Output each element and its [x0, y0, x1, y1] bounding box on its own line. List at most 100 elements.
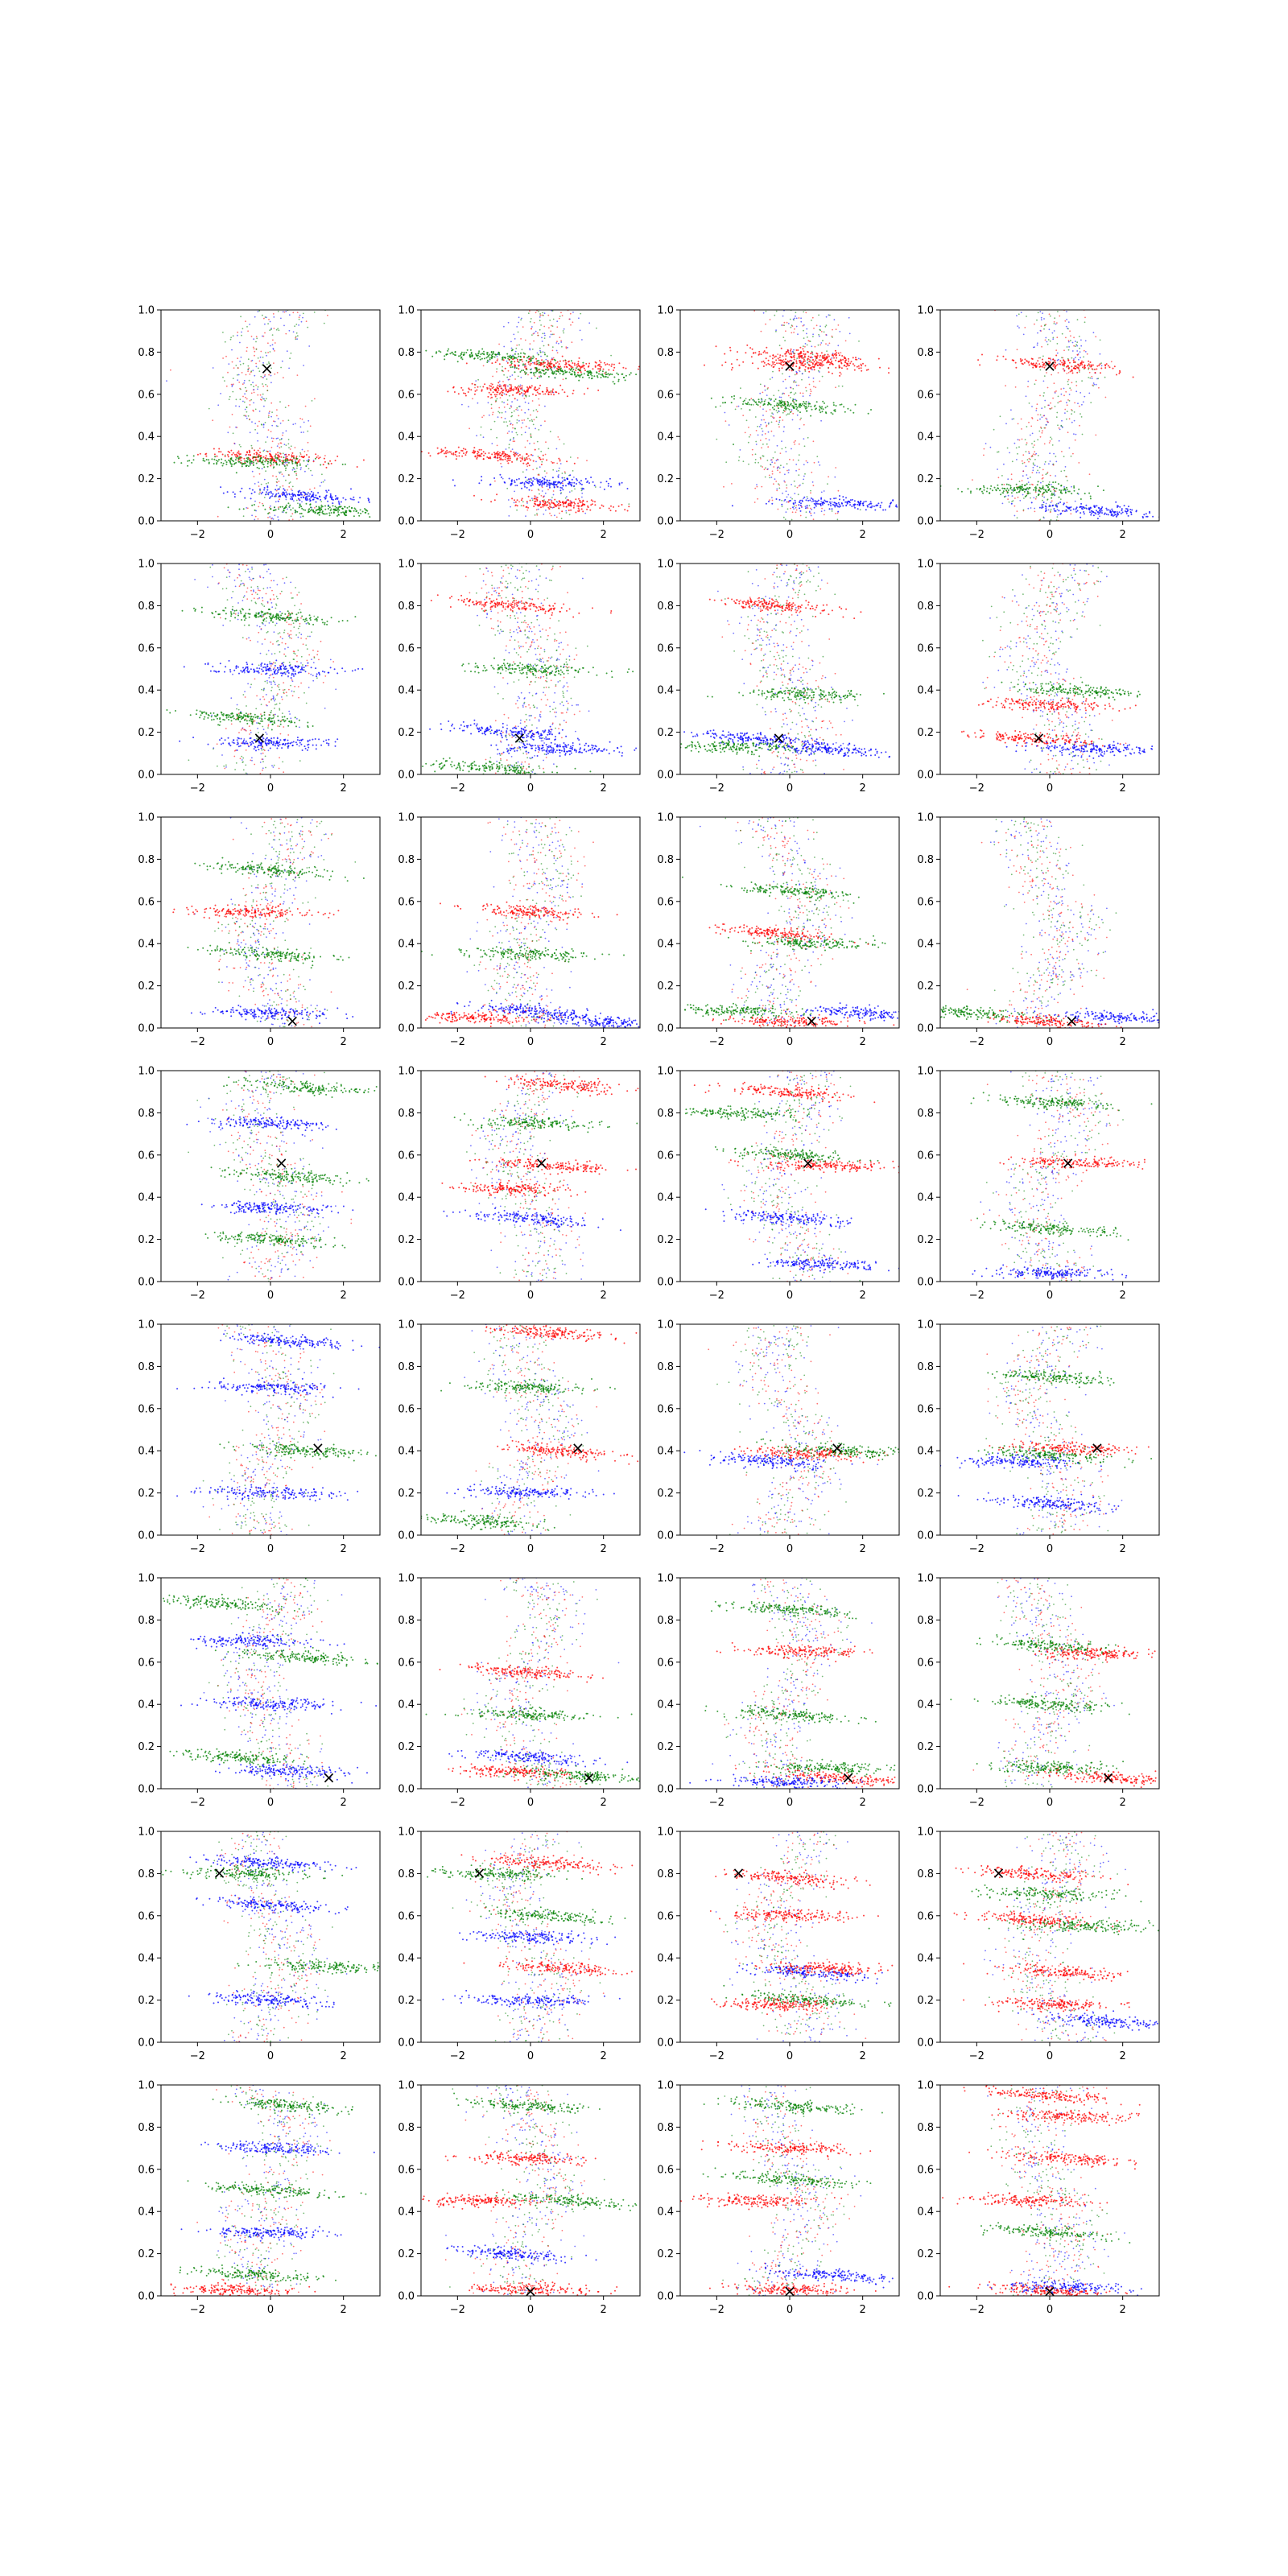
scatter-point [794, 317, 795, 320]
scatter-point [601, 373, 604, 375]
scatter-point [773, 417, 775, 419]
scatter-point [573, 362, 576, 365]
scatter-point [484, 383, 486, 386]
scatter-point [301, 448, 303, 451]
scatter-point [588, 322, 591, 324]
scatter-point [276, 415, 278, 417]
scatter-point [491, 362, 493, 365]
scatter-point [1048, 488, 1051, 490]
scatter-point [516, 499, 518, 502]
scatter-point [251, 504, 254, 506]
scatter-point [803, 355, 806, 357]
x-tick-label: 0 [267, 529, 274, 541]
scatter-point [536, 352, 539, 354]
scatter-point [568, 510, 570, 511]
scatter-point [787, 361, 790, 363]
scatter-point [900, 507, 902, 509]
scatter-point [257, 357, 259, 359]
scatter-point [533, 372, 535, 374]
scatter-point [519, 355, 522, 357]
scatter-point [795, 398, 797, 401]
scatter-point [779, 452, 782, 454]
scatter-point [350, 488, 352, 490]
scatter-point [501, 453, 503, 455]
scatter-point [1042, 477, 1044, 479]
scatter-point [295, 456, 298, 457]
scatter-point [241, 334, 242, 336]
scatter-point [710, 397, 712, 399]
scatter-point [1066, 486, 1067, 489]
scatter-point [1075, 509, 1077, 511]
scatter-point [790, 365, 792, 367]
y-tick-label: 0.0 [657, 516, 674, 528]
scatter-point [319, 456, 321, 459]
scatter-point [235, 456, 237, 459]
scatter-point [858, 367, 861, 369]
scatter-point [831, 360, 833, 362]
scatter-point [550, 498, 551, 501]
scatter-point [832, 353, 834, 356]
scatter-point [814, 500, 816, 502]
scatter-point [584, 512, 587, 514]
scatter-point [775, 359, 778, 361]
scatter-point [274, 509, 276, 511]
scatter-point [565, 506, 568, 508]
scatter-point [497, 454, 499, 456]
scatter-point [563, 502, 565, 505]
scatter-point [815, 361, 818, 363]
scatter-point [837, 489, 840, 492]
scatter-point [276, 481, 279, 484]
scatter-point [502, 459, 504, 461]
scatter-point [794, 328, 795, 330]
scatter-point [789, 458, 791, 460]
scatter-point [551, 333, 554, 336]
scatter-point [255, 336, 258, 338]
scatter-point [565, 346, 568, 348]
scatter-point [537, 482, 539, 485]
scatter-point [464, 394, 467, 397]
scatter-point [270, 456, 273, 458]
scatter-point [815, 324, 818, 327]
scatter-point [1027, 488, 1030, 490]
scatter-point [1112, 367, 1114, 369]
scatter-point [353, 515, 355, 518]
scatter-point [444, 447, 447, 449]
scatter-point [877, 357, 880, 360]
scatter-point [295, 462, 296, 464]
scatter-point [1045, 363, 1047, 365]
scatter-point [1066, 319, 1067, 320]
scatter-point [803, 496, 806, 498]
scatter-point [626, 488, 629, 489]
scatter-point [820, 359, 822, 361]
scatter-point [799, 507, 801, 510]
scatter-point [547, 360, 549, 362]
scatter-point [290, 445, 292, 448]
scatter-point [1042, 516, 1045, 518]
scatter-point [530, 436, 532, 438]
scatter-point [229, 426, 231, 428]
scatter-point [567, 499, 569, 501]
scatter-point [849, 504, 852, 506]
scatter-point [716, 438, 718, 440]
scatter-point [547, 506, 550, 509]
scatter-point [291, 460, 293, 462]
scatter-point [277, 425, 279, 427]
scatter-point [1039, 418, 1041, 420]
scatter-point [800, 364, 803, 366]
scatter-point [1032, 464, 1034, 465]
scatter-point [498, 353, 501, 356]
scatter-point [799, 514, 802, 517]
scatter-point [1043, 491, 1046, 493]
scatter-point [782, 359, 785, 361]
scatter-point [538, 474, 540, 476]
scatter-point [1055, 460, 1058, 463]
scatter-point [1036, 403, 1038, 406]
scatter-point [561, 487, 564, 489]
scatter-point [1066, 489, 1068, 491]
scatter-point [575, 498, 577, 501]
scatter-point [535, 394, 537, 397]
scatter-point [1049, 361, 1051, 363]
scatter-point [537, 353, 539, 356]
scatter-point [549, 363, 551, 365]
scatter-point [291, 460, 293, 463]
